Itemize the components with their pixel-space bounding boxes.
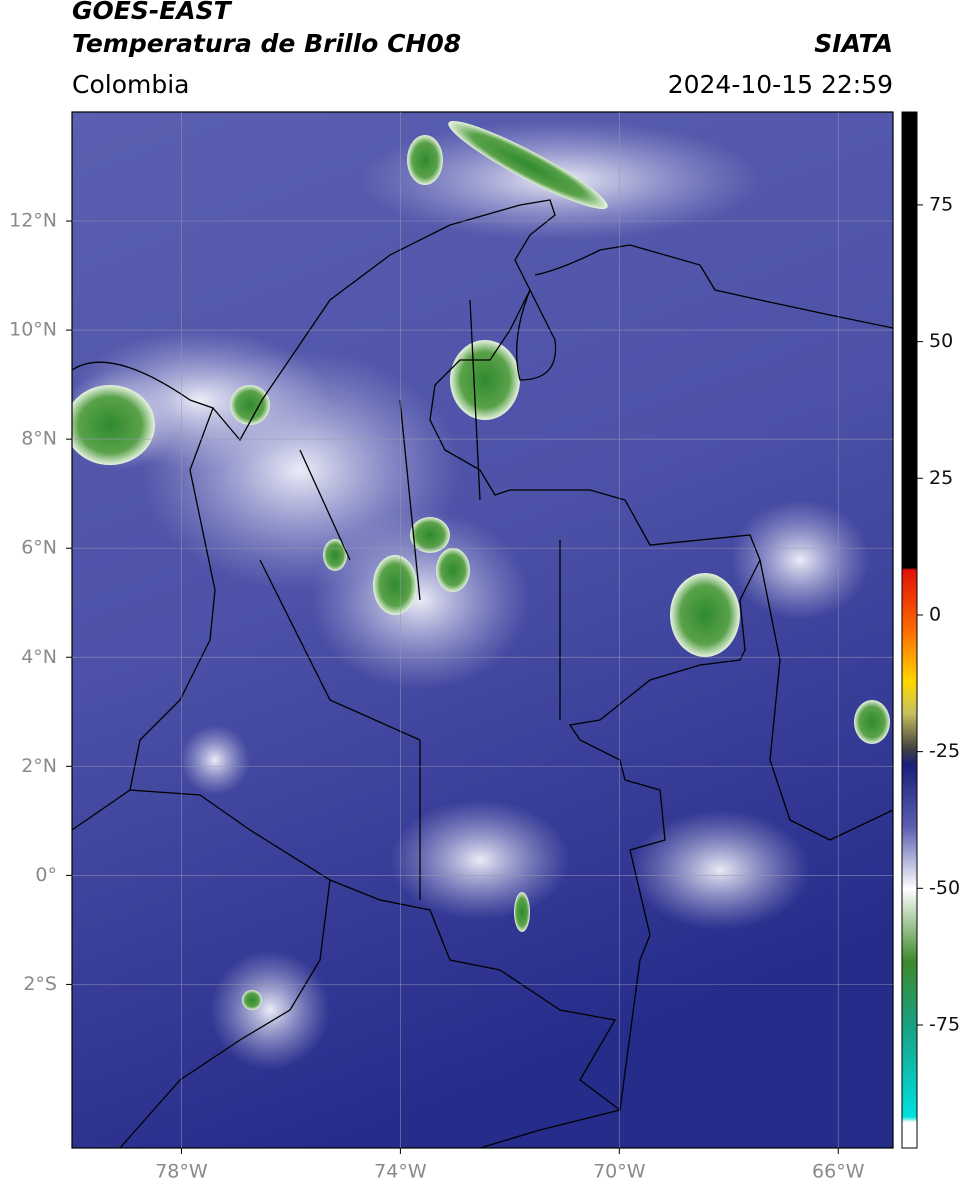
source: SIATA [814,29,893,58]
y-tick-label: 0° [35,864,57,886]
y-tick-label: 4°N [21,646,57,668]
map-frame [71,111,894,1149]
x-tick-label: 66°W [812,1161,865,1183]
x-tick-label: 70°W [593,1161,646,1183]
colorbar [901,111,918,1149]
subtitle: Temperatura de Brillo CH08 [72,29,461,58]
x-tick-label: 74°W [374,1161,427,1183]
y-tick-label: 12°N [9,210,57,232]
colorbar-tick-label: 25 [929,467,953,489]
y-tick-label: 10°N [9,319,57,341]
colorbar-tick-label: 0 [929,603,941,625]
colorbar-tick-label: 75 [929,193,953,215]
y-tick-label: 8°N [21,428,57,450]
timestamp: 2024-10-15 22:59 [668,70,893,99]
colorbar-tick-label: -50 [929,877,960,899]
colorbar-tick-label: -25 [929,740,960,762]
region: Colombia [72,70,189,99]
colorbar-tick-label: -75 [929,1013,960,1035]
colorbar-tick-label: 50 [929,330,953,352]
x-tick-label: 78°W [155,1161,208,1183]
map-image [72,112,893,1148]
title: GOES-EAST [72,0,233,25]
y-tick-label: 2°N [21,755,57,777]
y-tick-label: 2°S [23,973,57,995]
y-tick-label: 6°N [21,537,57,559]
